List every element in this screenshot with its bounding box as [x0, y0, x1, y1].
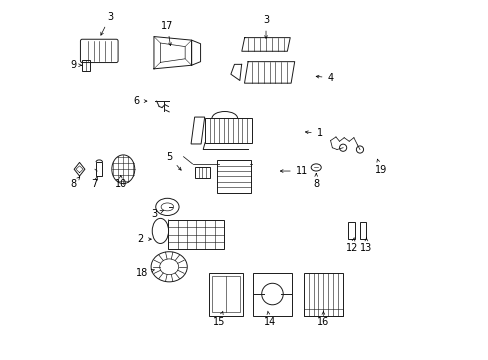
- Text: 5: 5: [166, 152, 181, 170]
- Bar: [82, 60, 90, 71]
- Text: 6: 6: [134, 96, 146, 106]
- Text: 8: 8: [70, 177, 80, 189]
- Text: 1: 1: [305, 129, 322, 138]
- Bar: [347, 222, 354, 239]
- Text: 13: 13: [360, 238, 372, 253]
- Text: 3: 3: [263, 15, 268, 39]
- Bar: [168, 220, 224, 249]
- Bar: [216, 160, 250, 193]
- Text: 7: 7: [91, 176, 98, 189]
- Text: 8: 8: [312, 174, 319, 189]
- Bar: [208, 273, 243, 316]
- Bar: [204, 118, 251, 143]
- Bar: [96, 162, 102, 176]
- Bar: [303, 273, 343, 316]
- Text: 14: 14: [263, 311, 275, 327]
- Text: 3: 3: [101, 12, 113, 35]
- Text: 11: 11: [280, 166, 307, 176]
- Text: 19: 19: [374, 159, 386, 175]
- Bar: [252, 273, 292, 316]
- Bar: [303, 310, 343, 316]
- Bar: [212, 276, 239, 312]
- Text: 10: 10: [114, 175, 127, 189]
- Text: 9: 9: [70, 60, 81, 70]
- Text: 2: 2: [137, 234, 151, 244]
- Text: 4: 4: [316, 73, 333, 83]
- Text: 15: 15: [213, 311, 225, 327]
- Text: 3: 3: [151, 209, 163, 219]
- Text: 18: 18: [136, 268, 154, 278]
- Text: 12: 12: [345, 238, 358, 253]
- Text: 16: 16: [317, 311, 329, 327]
- Bar: [359, 222, 366, 239]
- Bar: [195, 167, 209, 178]
- Text: 17: 17: [161, 21, 173, 46]
